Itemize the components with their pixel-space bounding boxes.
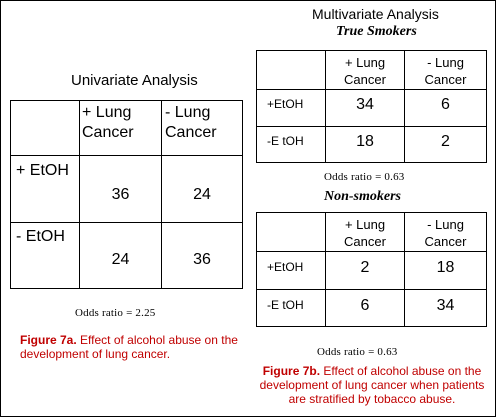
univariate-table: + Lung Cancer - Lung Cancer + EtOH 36 24: [10, 100, 243, 289]
header-line: Cancer: [165, 124, 217, 142]
true-smokers-col-header-negative: - Lung Cancer: [404, 50, 487, 90]
univariate-odds-ratio: Odds ratio = 2.25: [75, 307, 156, 319]
header-line: Cancer: [424, 72, 467, 87]
non-smokers-heading: Non-smokers: [324, 189, 402, 204]
true-smokers-cell: 6: [404, 89, 487, 127]
true-smokers-row-label: +EtOH: [256, 89, 326, 127]
non-smokers-cell: 34: [404, 289, 487, 327]
non-smokers-row-label: -E tOH: [256, 289, 326, 327]
non-smokers-corner-cell: [256, 212, 326, 252]
figure-7b-label: Figure 7b.: [262, 364, 321, 378]
true-smokers-heading: True Smokers: [336, 24, 417, 39]
header-line: - Lung: [165, 104, 211, 121]
univariate-col-header-positive: + Lung Cancer: [79, 100, 162, 156]
header-line: Cancer: [344, 234, 386, 249]
figure-7a-caption: Figure 7a. Effect of alcohol abuse on th…: [20, 333, 240, 361]
univariate-corner-cell: [10, 100, 80, 156]
true-smokers-cell: 18: [325, 126, 405, 163]
univariate-cell: 24: [161, 155, 243, 223]
true-smokers-table: + Lung Cancer - Lung Cancer +EtOH 34 6: [256, 50, 487, 163]
header-line: - Lung: [427, 55, 464, 70]
non-smokers-col-header-positive: + Lung Cancer: [325, 212, 405, 252]
figure-7a-label: Figure 7a.: [20, 333, 77, 347]
figure-7a-text: Effect of alcohol abuse on the developme…: [20, 333, 238, 361]
non-smokers-cell: 6: [325, 289, 405, 327]
univariate-col-header-negative: - Lung Cancer: [161, 100, 243, 156]
non-smokers-cell: 2: [325, 251, 405, 290]
true-smokers-corner-cell: [256, 50, 326, 90]
univariate-title: Univariate Analysis: [71, 72, 198, 89]
figure-7b-text: Effect of alcohol abuse on the developme…: [259, 364, 485, 406]
figure-7b-caption: Figure 7b. Effect of alcohol abuse on th…: [253, 364, 491, 406]
header-line: + Lung: [344, 217, 386, 232]
univariate-row-label: + EtOH: [10, 155, 80, 223]
true-smokers-row-label: -E tOH: [256, 126, 326, 163]
univariate-cell: 24: [79, 222, 162, 289]
header-line: Cancer: [344, 72, 386, 87]
univariate-cell: 36: [79, 155, 162, 223]
non-smokers-row-label: +EtOH: [256, 251, 326, 290]
true-smokers-col-header-positive: + Lung Cancer: [325, 50, 405, 90]
non-smokers-cell: 18: [404, 251, 487, 290]
univariate-cell: 36: [161, 222, 243, 289]
true-smokers-cell: 2: [404, 126, 487, 163]
non-smokers-table: + Lung Cancer - Lung Cancer +EtOH 2 18: [256, 212, 487, 327]
non-smokers-col-header-negative: - Lung Cancer: [404, 212, 487, 252]
multivariate-title: Multivariate Analysis: [312, 6, 439, 22]
true-smokers-odds-ratio: Odds ratio = 0.63: [324, 171, 405, 183]
header-line: + Lung: [82, 104, 132, 121]
header-line: + Lung: [344, 55, 386, 70]
header-line: - Lung: [427, 217, 464, 232]
header-line: Cancer: [82, 124, 134, 142]
non-smokers-odds-ratio: Odds ratio = 0.63: [317, 346, 398, 358]
header-line: Cancer: [424, 234, 467, 249]
univariate-row-label: - EtOH: [10, 222, 80, 289]
true-smokers-cell: 34: [325, 89, 405, 127]
